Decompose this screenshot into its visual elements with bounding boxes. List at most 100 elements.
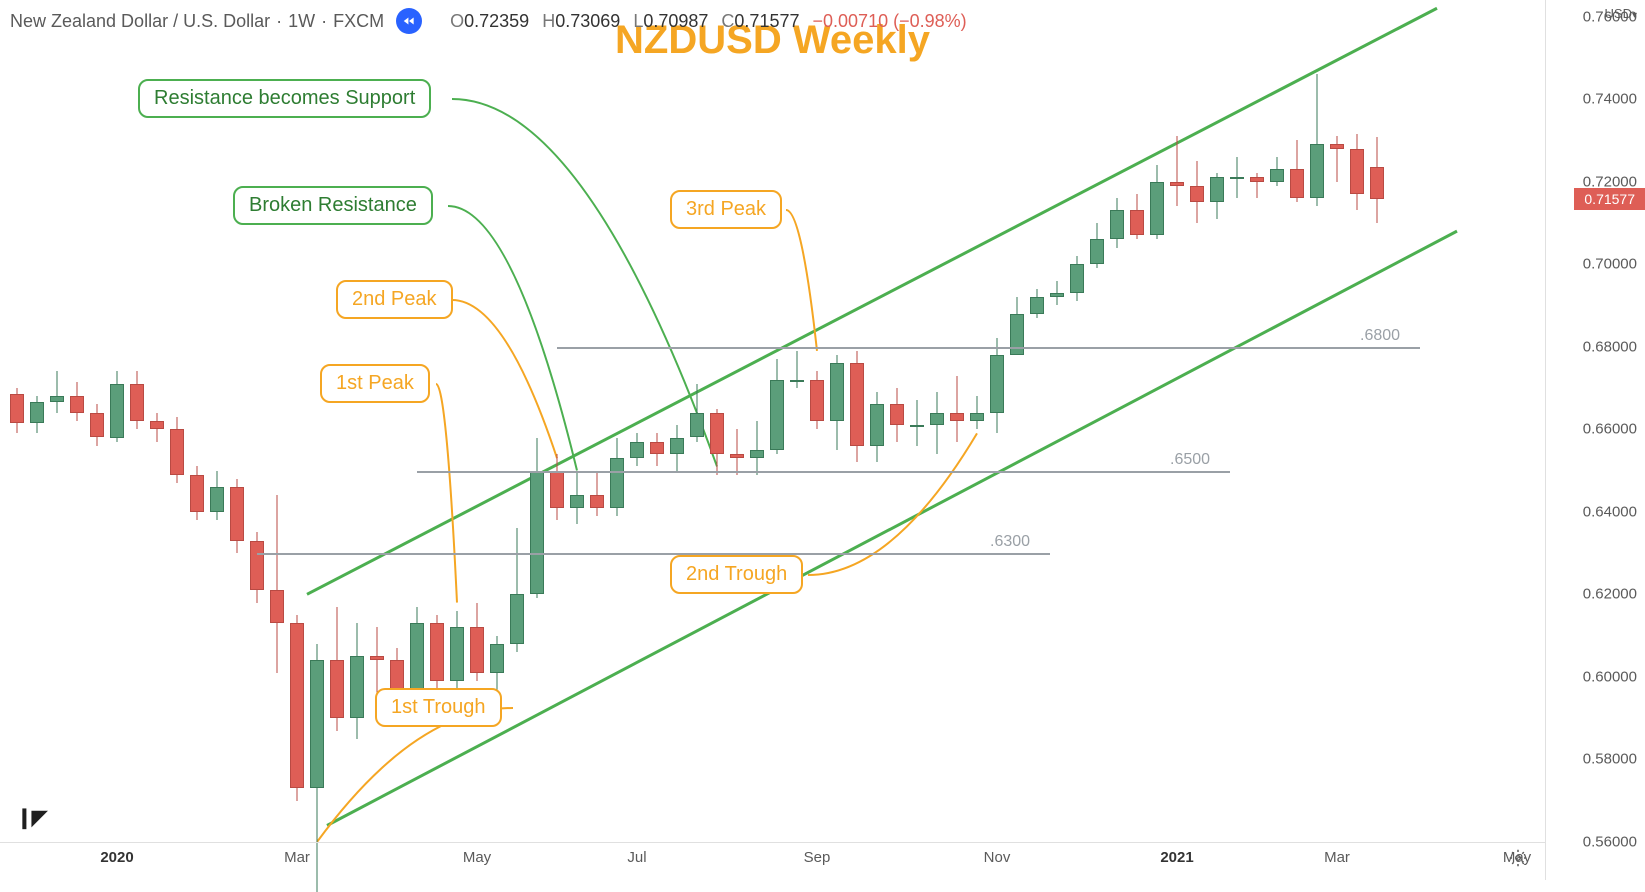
y-tick: 0.74000 [1583, 91, 1637, 108]
candle[interactable] [930, 392, 944, 454]
y-tick: 0.64000 [1583, 503, 1637, 520]
rewind-button[interactable] [396, 8, 422, 34]
candle[interactable] [1370, 137, 1384, 223]
candle[interactable] [790, 351, 804, 388]
y-tick: 0.76000 [1583, 8, 1637, 25]
candle[interactable] [250, 532, 264, 602]
candle[interactable] [570, 471, 584, 525]
candle[interactable] [1350, 134, 1364, 210]
candle[interactable] [510, 528, 524, 652]
candle[interactable] [890, 388, 904, 442]
callout-broken-resistance[interactable]: Broken Resistance [233, 186, 433, 225]
candle[interactable] [550, 454, 564, 520]
x-tick: Sep [804, 849, 831, 866]
candle[interactable] [970, 396, 984, 429]
x-tick: May [463, 849, 491, 866]
candle[interactable] [1130, 194, 1144, 239]
change-readout: −0.00710 (−0.98%) [813, 11, 967, 31]
candle[interactable] [350, 623, 364, 739]
candle[interactable] [1110, 198, 1124, 248]
x-tick: 2020 [100, 849, 133, 866]
candle[interactable] [1330, 136, 1344, 181]
price-tag: 0.71577 [1574, 188, 1645, 210]
candle[interactable] [210, 471, 224, 521]
callout-resistance-becomes-support[interactable]: Resistance becomes Support [138, 79, 431, 118]
gear-icon [1509, 849, 1527, 867]
candle[interactable] [910, 400, 924, 445]
candle[interactable] [130, 371, 144, 429]
candle[interactable] [750, 421, 764, 475]
callout-1st-trough[interactable]: 1st Trough [375, 688, 502, 727]
callout-1st-peak[interactable]: 1st Peak [320, 364, 430, 403]
y-tick: 0.60000 [1583, 668, 1637, 685]
candle[interactable] [810, 371, 824, 429]
settings-button[interactable] [1509, 849, 1527, 872]
y-tick: 0.58000 [1583, 751, 1637, 768]
x-tick: Mar [284, 849, 310, 866]
candle[interactable] [950, 376, 964, 442]
candle[interactable] [470, 603, 484, 681]
candle[interactable] [650, 433, 664, 466]
price-level-line[interactable] [557, 347, 1420, 349]
candle[interactable] [450, 611, 464, 689]
candle[interactable] [1190, 161, 1204, 223]
tradingview-logo: ❙◤ [16, 805, 46, 830]
candle[interactable] [1270, 157, 1284, 186]
candle[interactable] [1170, 136, 1184, 206]
candle[interactable] [1050, 281, 1064, 306]
candle[interactable] [690, 384, 704, 442]
price-level-label: .6800 [1360, 327, 1400, 345]
candle[interactable] [730, 429, 744, 474]
candle[interactable] [1310, 74, 1324, 206]
candle[interactable] [10, 388, 24, 433]
candle[interactable] [150, 413, 164, 442]
candle[interactable] [90, 404, 104, 445]
candle[interactable] [170, 417, 184, 483]
candle[interactable] [1210, 173, 1224, 218]
interval-label: 1W [288, 11, 315, 32]
candle[interactable] [70, 382, 84, 421]
candle[interactable] [290, 615, 304, 801]
price-level-label: .6300 [990, 533, 1030, 551]
ohlc-readout: O0.72359 H0.73069 L0.70987 C0.71577 −0.0… [450, 11, 975, 32]
candle[interactable] [1030, 289, 1044, 318]
candle[interactable] [630, 433, 644, 466]
callout-3rd-peak[interactable]: 3rd Peak [670, 190, 782, 229]
candle[interactable] [610, 438, 624, 516]
candle[interactable] [710, 409, 724, 475]
candle[interactable] [1150, 165, 1164, 239]
candle[interactable] [770, 359, 784, 454]
candle[interactable] [990, 338, 1004, 433]
candle[interactable] [850, 351, 864, 462]
candle[interactable] [190, 466, 204, 520]
x-tick: 2021 [1160, 849, 1193, 866]
price-level-line[interactable] [417, 471, 1230, 473]
candle[interactable] [590, 471, 604, 516]
y-axis: USD▾ 0.760000.740000.720000.700000.68000… [1545, 0, 1645, 880]
candle[interactable] [870, 392, 884, 462]
chart-header: New Zealand Dollar / U.S. Dollar · 1W · … [10, 8, 975, 34]
candle[interactable] [670, 425, 684, 470]
candle[interactable] [1230, 157, 1244, 198]
candle[interactable] [270, 495, 284, 672]
callout-2nd-peak[interactable]: 2nd Peak [336, 280, 453, 319]
candle[interactable] [50, 371, 64, 412]
price-level-line[interactable] [257, 553, 1050, 555]
x-tick: Mar [1324, 849, 1350, 866]
candle[interactable] [1250, 173, 1264, 198]
candle[interactable] [1290, 140, 1304, 202]
chart-plot[interactable]: New Zealand Dollar / U.S. Dollar · 1W · … [0, 0, 1545, 880]
y-tick: 0.56000 [1583, 834, 1637, 851]
x-tick: Jul [627, 849, 646, 866]
candle[interactable] [830, 355, 844, 450]
rewind-icon [402, 14, 416, 28]
candle[interactable] [530, 438, 544, 599]
candle[interactable] [110, 371, 124, 441]
candle[interactable] [30, 396, 44, 433]
candle[interactable] [330, 607, 344, 731]
callout-2nd-trough[interactable]: 2nd Trough [670, 555, 803, 594]
y-tick: 0.70000 [1583, 256, 1637, 273]
candle[interactable] [1090, 223, 1104, 268]
candle[interactable] [1070, 256, 1084, 301]
candle[interactable] [230, 479, 244, 553]
